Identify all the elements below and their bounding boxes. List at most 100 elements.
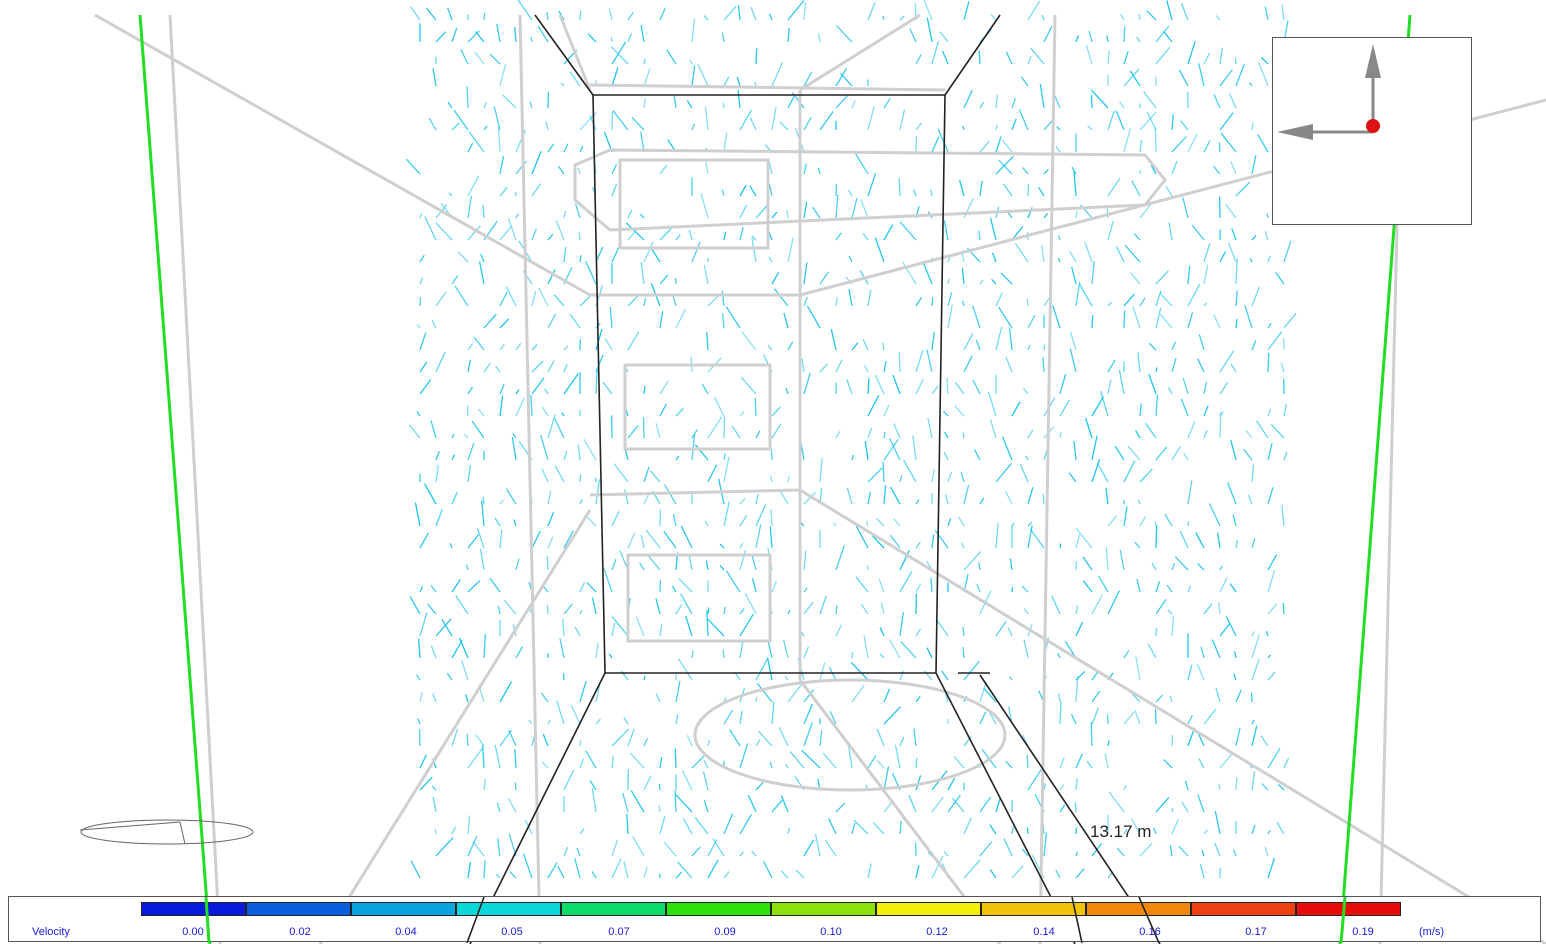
velocity-vector <box>835 802 846 813</box>
velocity-vector <box>819 111 834 131</box>
ghost-line <box>1378 99 1402 944</box>
velocity-vector <box>814 833 821 857</box>
velocity-vector <box>883 360 887 373</box>
velocity-vector <box>787 475 790 483</box>
velocity-vector <box>1020 76 1029 87</box>
velocity-vector <box>995 94 999 109</box>
ghost-line <box>589 83 946 92</box>
velocity-vector <box>1203 429 1208 439</box>
velocity-vector <box>899 736 905 747</box>
velocity-vector <box>1219 69 1233 87</box>
velocity-vector <box>898 177 901 197</box>
velocity-vector <box>1056 126 1061 131</box>
velocity-vector <box>1232 849 1237 857</box>
velocity-vector <box>1281 505 1285 527</box>
velocity-vector <box>899 549 910 571</box>
velocity-vector <box>1250 692 1253 703</box>
velocity-vector <box>451 275 459 285</box>
velocity-vector <box>867 173 877 197</box>
velocity-vector <box>840 72 853 87</box>
velocity-vector <box>494 744 501 769</box>
velocity-vector <box>556 700 565 725</box>
color-swatch <box>351 902 456 916</box>
velocity-vector <box>538 287 549 307</box>
velocity-vector <box>480 253 485 263</box>
velocity-vector <box>860 603 869 615</box>
velocity-vector <box>972 305 981 329</box>
velocity-vector <box>643 68 651 87</box>
velocity-vector <box>771 62 783 87</box>
velocity-vector <box>675 793 693 813</box>
velocity-vector <box>701 383 709 395</box>
velocity-vector <box>782 639 789 659</box>
velocity-vector <box>817 33 821 43</box>
velocity-vector <box>451 579 461 593</box>
velocity-vector <box>1123 310 1126 329</box>
velocity-vector <box>635 616 645 637</box>
velocity-vector <box>1091 315 1094 329</box>
velocity-vector <box>703 265 709 285</box>
velocity-vector <box>947 777 956 791</box>
velocity-vector <box>1123 784 1127 791</box>
velocity-vector <box>1171 819 1180 835</box>
velocity-vector <box>1187 283 1201 307</box>
velocity-vector <box>1257 134 1269 153</box>
velocity-vector <box>1075 753 1083 769</box>
velocity-vector <box>1235 777 1238 791</box>
velocity-vector <box>570 704 581 725</box>
velocity-vector <box>755 493 759 505</box>
velocity-vector <box>899 570 913 593</box>
velocity-vector <box>691 434 696 461</box>
velocity-vector <box>1243 448 1253 461</box>
velocity-vector <box>604 338 613 351</box>
velocity-vector <box>1155 25 1170 43</box>
velocity-vector <box>611 511 620 527</box>
velocity-vector <box>579 740 582 747</box>
velocity-vector <box>725 306 741 329</box>
velocity-vector <box>1264 6 1269 21</box>
velocity-vector <box>1230 161 1237 175</box>
velocity-vector <box>513 519 517 527</box>
velocity-vector <box>963 551 982 571</box>
velocity-vector <box>1230 363 1237 373</box>
velocity-vector <box>915 541 921 549</box>
velocity-vector <box>658 783 661 791</box>
velocity-vector <box>1091 594 1104 615</box>
velocity-vector <box>1085 44 1093 65</box>
velocity-vector <box>723 709 734 725</box>
velocity-vector <box>419 361 428 373</box>
velocity-vector <box>1119 13 1125 21</box>
velocity-vector <box>1214 842 1221 857</box>
velocity-vector <box>1086 760 1093 769</box>
velocity-vector <box>1088 30 1093 43</box>
velocity-vector <box>893 423 901 439</box>
velocity-vector <box>675 455 680 461</box>
velocity-vector <box>867 394 880 417</box>
velocity-vector <box>771 581 778 593</box>
velocity-vector <box>479 548 485 571</box>
velocity-vector <box>1201 849 1205 857</box>
velocity-vector <box>1281 4 1285 21</box>
ghost-line <box>558 14 592 91</box>
velocity-vector <box>888 639 901 659</box>
velocity-vector <box>499 681 513 703</box>
velocity-vector <box>1027 769 1042 791</box>
velocity-vector <box>563 247 567 263</box>
velocity-vector <box>489 53 501 65</box>
velocity-vector <box>579 828 585 835</box>
velocity-vector <box>1235 290 1238 307</box>
velocity-vector <box>1261 782 1269 791</box>
velocity-vector <box>643 98 647 109</box>
velocity-vector <box>771 106 777 131</box>
velocity-vector <box>1215 687 1221 703</box>
velocity-vector <box>659 756 663 769</box>
velocity-vector <box>1026 299 1029 307</box>
color-swatch <box>456 902 561 916</box>
velocity-vector <box>855 576 869 593</box>
velocity-vector <box>848 255 853 263</box>
velocity-vector <box>446 7 453 21</box>
velocity-vector <box>1169 695 1173 703</box>
velocity-vector <box>515 342 522 351</box>
velocity-vector <box>595 479 601 505</box>
